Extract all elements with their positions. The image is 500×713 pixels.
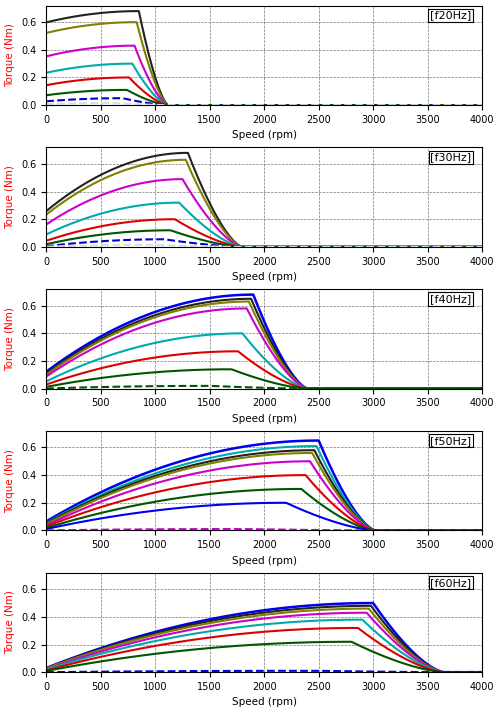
Y-axis label: Torque (Nm): Torque (Nm) [6, 448, 16, 513]
Text: [f50Hz]: [f50Hz] [430, 436, 472, 446]
Y-axis label: Torque (Nm): Torque (Nm) [6, 165, 16, 229]
X-axis label: Speed (rpm): Speed (rpm) [232, 697, 296, 707]
Text: [f20Hz]: [f20Hz] [430, 11, 472, 21]
Text: [f30Hz]: [f30Hz] [430, 153, 472, 163]
Y-axis label: Torque (Nm): Torque (Nm) [6, 307, 16, 371]
Text: [f60Hz]: [f60Hz] [430, 578, 472, 588]
X-axis label: Speed (rpm): Speed (rpm) [232, 130, 296, 140]
Text: [f40Hz]: [f40Hz] [430, 294, 472, 304]
X-axis label: Speed (rpm): Speed (rpm) [232, 414, 296, 424]
X-axis label: Speed (rpm): Speed (rpm) [232, 555, 296, 565]
Y-axis label: Torque (Nm): Torque (Nm) [6, 24, 16, 87]
X-axis label: Speed (rpm): Speed (rpm) [232, 272, 296, 282]
Y-axis label: Torque (Nm): Torque (Nm) [6, 590, 16, 655]
